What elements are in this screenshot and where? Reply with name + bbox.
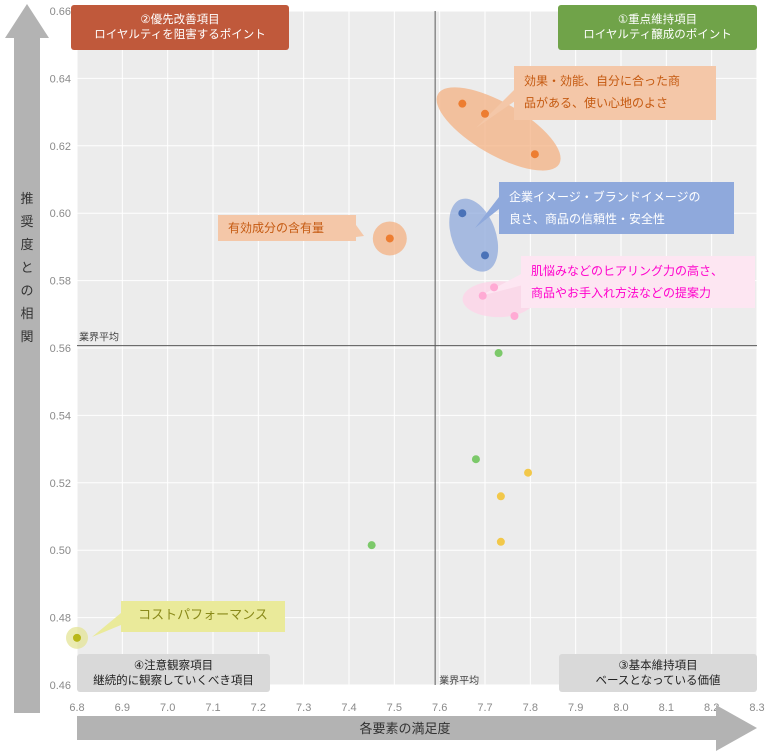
y-tick-label: 0.50 xyxy=(50,545,71,557)
quadrant-top-right-title: ①重点維持項目 xyxy=(617,12,698,26)
x-tick-label: 6.8 xyxy=(69,702,84,714)
callout-pointer xyxy=(475,197,499,228)
annotation-brand-line2: 良さ、商品の信頼性・安全性 xyxy=(509,212,666,226)
annotation-hearing-line1: 肌悩みなどのヒアリング力の高さ、 xyxy=(531,264,724,278)
annotation-active-line1: 有効成分の含有量 xyxy=(228,221,325,235)
annotation-connectors xyxy=(92,89,523,637)
data-point xyxy=(494,349,503,358)
x-tick-label: 7.1 xyxy=(205,702,220,714)
x-tick-label: 6.9 xyxy=(115,702,130,714)
x-tick-label: 7.0 xyxy=(160,702,175,714)
x-tick-label: 8.2 xyxy=(704,702,719,714)
y-axis-title-char: 相 xyxy=(20,307,33,322)
callout-pointer xyxy=(476,89,515,128)
data-point xyxy=(481,251,489,260)
y-tick-label: 0.64 xyxy=(50,73,71,85)
data-point xyxy=(481,109,489,118)
x-tick-label: 7.9 xyxy=(568,702,583,714)
quadrant-top-left: ②優先改善項目 ロイヤルティを阻害するポイント xyxy=(71,5,289,50)
y-tick-label: 0.48 xyxy=(50,613,71,625)
quadrant-top-left-title: ②優先改善項目 xyxy=(140,12,220,26)
data-point xyxy=(496,492,505,501)
quadrant-bottom-left-desc: 継続的に観察していくべき項目 xyxy=(93,673,254,687)
highlight-ellipse xyxy=(462,281,535,318)
data-point xyxy=(510,311,519,320)
data-point xyxy=(385,234,394,243)
annotation-cost-performance: コストパフォーマンス xyxy=(121,601,285,632)
data-point xyxy=(458,99,467,108)
annotation-brand-line1: 企業イメージ・ブランドイメージの xyxy=(509,190,701,204)
y-axis-arrow xyxy=(5,4,49,713)
x-tick-label: 7.4 xyxy=(341,702,356,714)
x-tick-label: 8.1 xyxy=(659,702,674,714)
reference-label-y: 業界平均 xyxy=(79,331,119,344)
data-point xyxy=(478,291,487,300)
x-tick-label: 7.6 xyxy=(432,702,447,714)
quadrant-top-right-desc: ロイヤルティ醸成のポイント xyxy=(583,27,732,41)
data-point xyxy=(458,209,467,218)
reference-label-x: 業界平均 xyxy=(439,674,479,687)
y-axis-title-char: 関 xyxy=(20,330,33,345)
y-axis-title-char: の xyxy=(20,284,33,299)
x-tick-label: 8.0 xyxy=(613,702,628,714)
quadrant-bottom-right: ③基本維持項目 ベースとなっている価値 xyxy=(559,654,757,692)
annotation-efficacy-line1: 効果・効能、自分に合った商 xyxy=(524,74,681,88)
data-point xyxy=(490,283,499,292)
x-tick-label: 7.2 xyxy=(251,702,266,714)
y-tick-label: 0.66 xyxy=(50,6,71,18)
data-point xyxy=(530,150,539,159)
quadrant-bottom-left: ④注意観察項目 継続的に観察していくべき項目 xyxy=(77,654,270,692)
y-axis-title-char: 奨 xyxy=(20,215,33,230)
x-tick-label: 8.3 xyxy=(749,702,764,714)
x-axis-arrow xyxy=(77,705,757,751)
y-tick-label: 0.58 xyxy=(50,276,71,288)
data-point xyxy=(73,633,81,642)
y-tick-label: 0.56 xyxy=(50,343,71,355)
data-point xyxy=(367,541,376,550)
x-tick-label: 7.7 xyxy=(477,702,492,714)
quadrant-bottom-right-desc: ベースとなっている価値 xyxy=(595,673,721,687)
callout-pointer xyxy=(92,613,121,637)
x-tick-label: 7.5 xyxy=(387,702,402,714)
tick-labels: 6.8 6.9 7.0 7.1 7.2 7.3 7.4 7.5 7.6 7.7 7.8 7.9 8.0 8… xyxy=(50,6,765,714)
y-axis-title-char: と xyxy=(20,261,33,276)
quadrant-top-right: ①重点維持項目 ロイヤルティ醸成のポイント xyxy=(558,5,757,50)
annotation-efficacy: 効果・効能、自分に合った商 品がある、使い心地のよさ xyxy=(514,66,716,120)
annotation-efficacy-line2: 品がある、使い心地のよさ xyxy=(524,96,669,110)
annotation-active-ingredient: 有効成分の含有量 xyxy=(218,215,356,241)
data-point xyxy=(524,468,533,477)
annotation-hearing-line2: 商品やお手入れ方法などの提案力 xyxy=(531,286,712,300)
highlight-ellipse xyxy=(436,87,561,171)
y-tick-label: 0.62 xyxy=(50,141,71,153)
y-axis-title-char: 推 xyxy=(20,192,33,207)
callout-pointer xyxy=(480,273,523,296)
x-tick-label: 7.8 xyxy=(523,702,538,714)
x-tick-label: 7.3 xyxy=(296,702,311,714)
quadrant-bottom-right-title: ③基本維持項目 xyxy=(618,658,698,672)
annotation-hearing: 肌悩みなどのヒアリング力の高さ、 商品やお手入れ方法などの提案力 xyxy=(521,256,755,308)
quadrant-bottom-left-title: ④注意観察項目 xyxy=(133,658,214,672)
y-tick-label: 0.52 xyxy=(50,478,71,490)
annotation-cost-line1: コストパフォーマンス xyxy=(138,608,268,623)
y-tick-label: 0.54 xyxy=(50,410,71,422)
data-point xyxy=(471,455,480,464)
annotation-brand: 企業イメージ・ブランドイメージの 良さ、商品の信頼性・安全性 xyxy=(499,182,734,234)
y-tick-label: 0.60 xyxy=(50,208,71,220)
x-axis-title: 各要素の満足度 xyxy=(359,721,450,737)
data-points xyxy=(73,99,539,642)
callout-pointer xyxy=(356,225,364,237)
y-tick-label: 0.46 xyxy=(50,680,71,692)
data-point xyxy=(496,537,505,546)
quadrant-top-left-desc: ロイヤルティを阻害するポイント xyxy=(94,27,266,41)
y-axis-title-char: 度 xyxy=(20,237,33,253)
